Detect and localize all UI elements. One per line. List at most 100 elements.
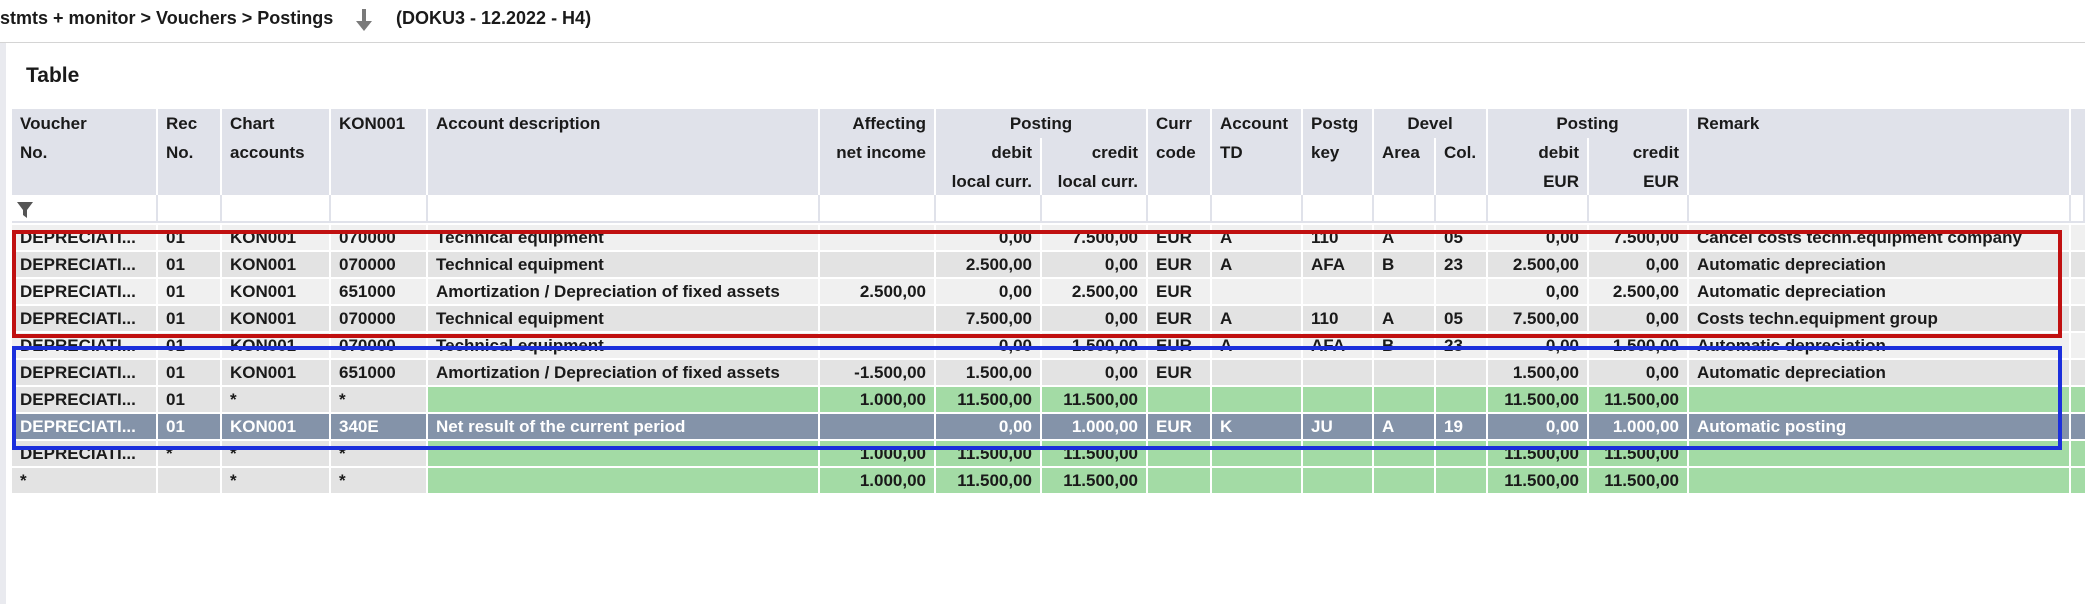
filter-cell-postg-key[interactable] <box>1303 195 1374 223</box>
table-row[interactable]: DEPRECIATI... 01 * * 1.000,00 11.500,00 11.500… <box>12 387 2085 414</box>
filter-cell-curr-code[interactable] <box>1148 195 1212 223</box>
filter-cell-account-td[interactable] <box>1212 195 1303 223</box>
cell-kon001: 340E <box>331 414 428 441</box>
cell-debit-local: 0,00 <box>936 414 1042 441</box>
cell-chart-accounts: * <box>222 441 331 468</box>
column-header-remark[interactable]: Remark <box>1689 109 2071 195</box>
filter-cell-debit-eur[interactable] <box>1488 195 1589 223</box>
cell-rec-no: 01 <box>158 225 222 252</box>
table-row[interactable]: * * * 1.000,00 11.500,00 11.500,00 11.500,00 11… <box>12 468 2085 495</box>
cell-credit-eur: 2.500,00 <box>1589 279 1689 306</box>
table-row[interactable]: DEPRECIATI... 01 KON001 070000 Technical equ… <box>12 252 2085 279</box>
arrow-down-icon[interactable] <box>353 7 375 33</box>
column-header-line <box>1444 167 1478 196</box>
cell-account-td: A <box>1212 252 1303 279</box>
cell-devel-area <box>1374 360 1436 387</box>
cell-devel-area: A <box>1374 414 1436 441</box>
cell-extra <box>2071 441 2085 468</box>
table-row[interactable]: DEPRECIATI... 01 KON001 651000 Amortization … <box>12 360 2085 387</box>
highlight-box-company <box>12 230 2062 338</box>
cell-devel-area: A <box>1374 225 1436 252</box>
filter-cell-remark[interactable] <box>1689 195 2071 223</box>
cell-credit-local: 2.500,00 <box>1042 279 1148 306</box>
cell-curr-code <box>1148 387 1212 414</box>
cell-account-description: Technical equipment <box>428 306 820 333</box>
column-header-line: Chart <box>230 114 275 133</box>
cell-account-td <box>1212 360 1303 387</box>
cell-account-td <box>1212 279 1303 306</box>
cell-credit-local: 0,00 <box>1042 306 1148 333</box>
column-header-extra[interactable]: D <box>2071 109 2085 195</box>
column-header-voucher-no[interactable]: Voucher No. <box>12 109 158 195</box>
cell-voucher-no: DEPRECIATI... <box>12 387 158 414</box>
cell-kon001: 651000 <box>331 279 428 306</box>
column-header-account-td[interactable]: Account TD <box>1212 109 1303 195</box>
column-header-line: net income <box>836 143 926 162</box>
column-header-line <box>436 138 810 167</box>
column-header-line <box>230 167 321 196</box>
filter-cell-account-description[interactable] <box>428 195 820 223</box>
cell-debit-eur: 11.500,00 <box>1488 387 1589 414</box>
column-header-line: key <box>1311 143 1340 162</box>
table-row[interactable]: DEPRECIATI... 01 KON001 070000 Technical equ… <box>12 306 2085 333</box>
column-header-affecting-net-income[interactable]: Affecting net income <box>820 109 936 195</box>
cell-credit-eur: 0,00 <box>1589 252 1689 279</box>
filter-cell-devel-col[interactable] <box>1436 195 1488 223</box>
cell-extra <box>2071 279 2085 306</box>
table-row[interactable]: DEPRECIATI... 01 KON001 651000 Amortization … <box>12 279 2085 306</box>
cell-kon001: 070000 <box>331 252 428 279</box>
filter-cell-affecting-net-income[interactable] <box>820 195 936 223</box>
cell-affecting-net-income <box>820 306 936 333</box>
cell-curr-code: EUR <box>1148 225 1212 252</box>
cell-voucher-no: DEPRECIATI... <box>12 225 158 252</box>
column-header-line <box>339 138 418 167</box>
cell-extra <box>2071 252 2085 279</box>
cell-account-description <box>428 468 820 495</box>
column-header-account-description[interactable]: Account description <box>428 109 820 195</box>
cell-credit-eur: 0,00 <box>1589 306 1689 333</box>
cell-account-description: Amortization / Depreciation of fixed ass… <box>428 279 820 306</box>
column-header-line <box>1382 167 1426 196</box>
cell-postg-key <box>1303 441 1374 468</box>
column-header-line: Remark <box>1697 114 1760 133</box>
filter-cell-debit-local[interactable] <box>936 195 1042 223</box>
cell-devel-area <box>1374 468 1436 495</box>
column-header-rec-no[interactable]: Rec No. <box>158 109 222 195</box>
cell-chart-accounts: * <box>222 468 331 495</box>
filter-cell-kon001[interactable] <box>331 195 428 223</box>
filter-cell-rec-no[interactable] <box>158 195 222 223</box>
table-row[interactable]: DEPRECIATI... 01 KON001 070000 Technical equ… <box>12 225 2085 252</box>
cell-rec-no: * <box>158 441 222 468</box>
cell-extra <box>2071 360 2085 387</box>
cell-devel-col: 05 <box>1436 306 1488 333</box>
column-header-line: Area <box>1382 143 1420 162</box>
column-header-line <box>1697 138 2061 167</box>
cell-debit-eur: 1.500,00 <box>1488 360 1589 387</box>
filter-cell-chart-accounts[interactable] <box>222 195 331 223</box>
breadcrumb[interactable]: stmts + monitor > Vouchers > Postings <box>0 8 334 28</box>
column-header-chart-accounts[interactable]: Chart accounts <box>222 109 331 195</box>
filter-cell-voucher-no[interactable] <box>12 195 158 223</box>
cell-chart-accounts: KON001 <box>222 360 331 387</box>
filter-cell-credit-eur[interactable] <box>1589 195 1689 223</box>
cell-voucher-no: DEPRECIATI... <box>12 306 158 333</box>
column-header-line: EUR <box>1543 172 1579 191</box>
table-row[interactable]: DEPRECIATI... * * * 1.000,00 11.500,00 11.500,… <box>12 441 2085 468</box>
cell-debit-eur: 0,00 <box>1488 225 1589 252</box>
column-header-postg-key[interactable]: Postg key <box>1303 109 1374 195</box>
column-header-kon001[interactable]: KON001 <box>331 109 428 195</box>
cell-rec-no: 01 <box>158 387 222 414</box>
column-header-curr-code[interactable]: Curr code <box>1148 109 1212 195</box>
cell-devel-col <box>1436 441 1488 468</box>
cell-account-description: Technical equipment <box>428 252 820 279</box>
cell-credit-local: 11.500,00 <box>1042 387 1148 414</box>
table-row[interactable]: DEPRECIATI... 01 KON001 340E Net result of t… <box>12 414 2085 441</box>
filter-funnel-icon[interactable] <box>16 201 34 219</box>
cell-postg-key: 110 <box>1303 225 1374 252</box>
filter-cell-extra[interactable] <box>2071 195 2085 223</box>
cell-devel-col <box>1436 387 1488 414</box>
filter-cell-credit-local[interactable] <box>1042 195 1148 223</box>
cell-remark <box>1689 387 2071 414</box>
filter-cell-devel-area[interactable] <box>1374 195 1436 223</box>
cell-remark: Automatic depreciation <box>1689 360 2071 387</box>
